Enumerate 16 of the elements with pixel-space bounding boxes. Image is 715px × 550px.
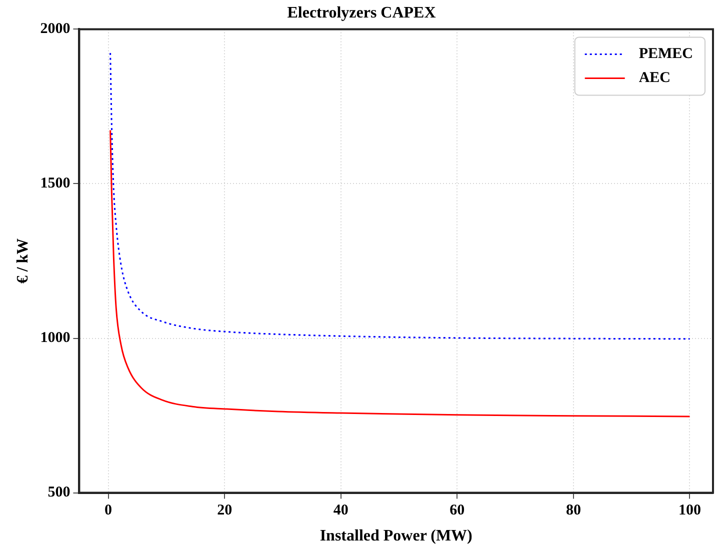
x-tick-label: 60 (450, 502, 465, 519)
legend-label: AEC (638, 70, 671, 86)
x-tick-label: 0 (104, 502, 112, 519)
x-tick-label: 100 (678, 502, 701, 519)
x-tick-label: 40 (333, 502, 348, 519)
x-axis-title: Installed Power (MW) (320, 528, 472, 545)
y-tick-label: 1500 (40, 176, 70, 192)
x-tick-label: 20 (217, 502, 232, 519)
y-tick-label: 2000 (40, 21, 70, 38)
line-series (110, 130, 690, 418)
x-tick-label: 80 (566, 502, 581, 519)
y-axis-title: € / kW (14, 238, 32, 284)
legend-label: PEMEC (638, 46, 694, 62)
y-tick-label: 500 (48, 484, 70, 501)
chart-title: Electrolyzers CAPEX (287, 4, 436, 22)
y-tick-label: 1000 (40, 330, 70, 346)
